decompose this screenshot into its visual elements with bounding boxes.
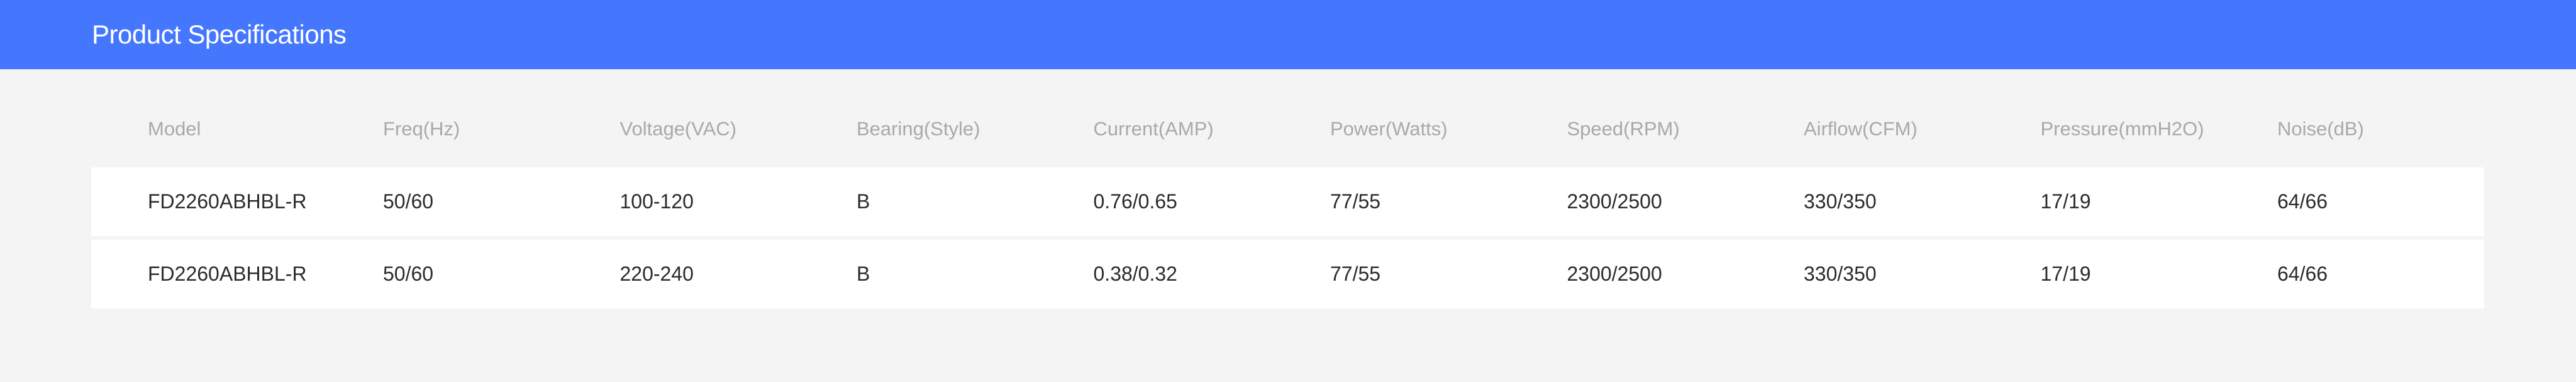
column-header: Voltage(VAC) bbox=[619, 118, 737, 140]
table-cell: 77/55 bbox=[1330, 190, 1381, 213]
column-header: Freq(Hz) bbox=[383, 118, 460, 140]
table-cell: FD2260ABHBL-R bbox=[148, 262, 307, 285]
table-cell: B bbox=[857, 262, 870, 285]
table-cell: 220-240 bbox=[619, 262, 694, 285]
table-cell: 100-120 bbox=[619, 190, 694, 213]
table-cell: B bbox=[857, 190, 870, 213]
table-cell: 17/19 bbox=[2040, 262, 2091, 285]
table-cell: FD2260ABHBL-R bbox=[148, 190, 307, 213]
table-header-row: Model Freq(Hz) Voltage(VAC) Bearing(Style) C… bbox=[91, 107, 2484, 151]
column-header: Current(AMP) bbox=[1093, 118, 1214, 140]
table-cell: 0.76/0.65 bbox=[1093, 190, 1177, 213]
table-cell: 50/60 bbox=[383, 190, 434, 213]
table-cell: 330/350 bbox=[1804, 190, 1877, 213]
table-cell: 77/55 bbox=[1330, 262, 1381, 285]
column-header: Power(Watts) bbox=[1330, 118, 1448, 140]
column-header: Bearing(Style) bbox=[857, 118, 980, 140]
column-header: Speed(RPM) bbox=[1567, 118, 1680, 140]
column-header: Model bbox=[148, 118, 201, 140]
table-cell: 2300/2500 bbox=[1567, 190, 1662, 213]
page-title: Product Specifications bbox=[92, 20, 347, 49]
table-cell: 64/66 bbox=[2277, 190, 2328, 213]
table-cell: 0.38/0.32 bbox=[1093, 262, 1177, 285]
header-bar: Product Specifications bbox=[0, 0, 2576, 69]
table-row: FD2260ABHBL-R 50/60 220-240 B 0.38/0.32 77/55… bbox=[91, 240, 2484, 308]
table-cell: 64/66 bbox=[2277, 262, 2328, 285]
column-header: Pressure(mmH2O) bbox=[2040, 118, 2204, 140]
table-cell: 50/60 bbox=[383, 262, 434, 285]
column-header: Noise(dB) bbox=[2277, 118, 2364, 140]
table-row: FD2260ABHBL-R 50/60 100-120 B 0.76/0.65 77/55… bbox=[91, 167, 2484, 236]
column-header: Airflow(CFM) bbox=[1804, 118, 1918, 140]
table-cell: 2300/2500 bbox=[1567, 262, 1662, 285]
table-cell: 330/350 bbox=[1804, 262, 1877, 285]
table-cell: 17/19 bbox=[2040, 190, 2091, 213]
